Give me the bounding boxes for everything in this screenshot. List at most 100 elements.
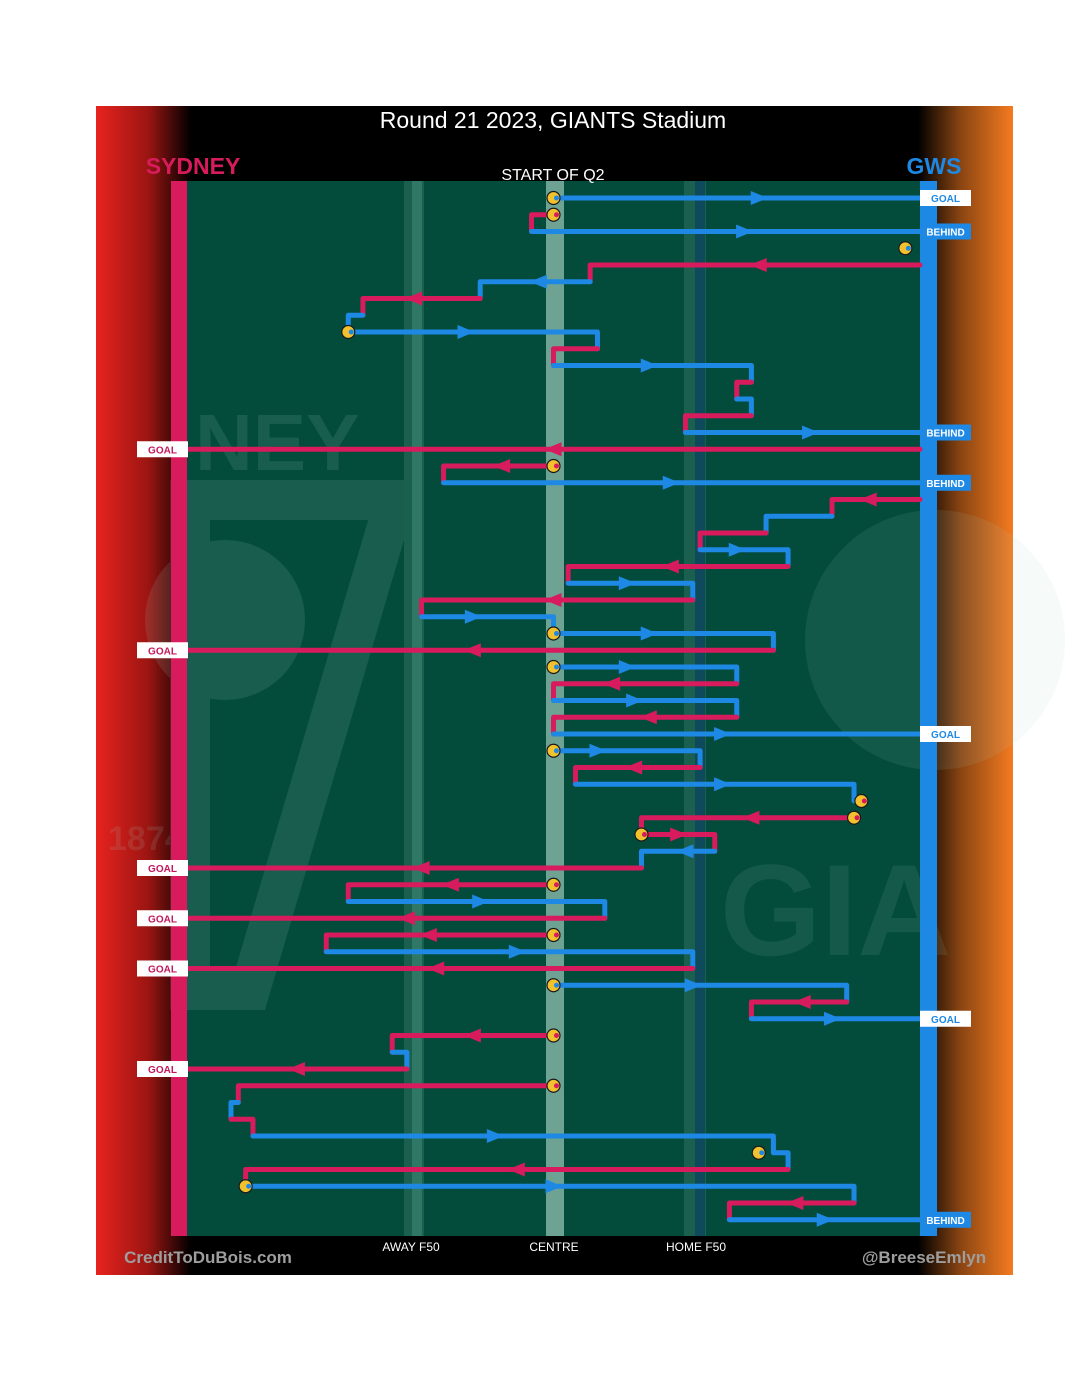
chain-path	[250, 1133, 776, 1156]
gws-behind-label: BEHIND	[920, 474, 971, 491]
direction-arrow	[618, 576, 636, 591]
gws-goal-label: GOAL	[920, 1010, 971, 1027]
gws-behind-label: BEHIND	[920, 1211, 971, 1228]
chain-path	[228, 1116, 256, 1139]
chain-13-gws	[734, 396, 754, 419]
sydney-goal-label: GOAL	[137, 910, 188, 927]
chain-path	[345, 899, 608, 921]
direction-arrow	[618, 660, 636, 674]
direction-arrow	[742, 810, 760, 825]
chain-path	[551, 346, 600, 368]
direction-arrow	[472, 894, 490, 909]
svg-text:GIA: GIA	[720, 837, 951, 983]
direction-arrow	[603, 676, 621, 691]
chain-path	[551, 664, 740, 687]
chain-path	[323, 949, 696, 971]
chain-path	[551, 681, 740, 703]
sydney-goal-label: GOAL	[137, 960, 188, 977]
chain-23-sydney	[565, 564, 791, 586]
direction-arrow	[529, 274, 547, 289]
chain-57-gws	[250, 1133, 776, 1156]
chain-54-sydney	[235, 1083, 556, 1105]
chain-path	[441, 463, 556, 486]
centre-bounce-marker	[238, 1179, 253, 1194]
chain-35-sydney	[572, 765, 703, 787]
sydney-goal-label: GOAL	[137, 642, 188, 659]
chain-path	[565, 580, 696, 603]
direction-arrow	[464, 609, 482, 624]
chain-32-sydney	[551, 714, 740, 737]
chain-path	[763, 513, 835, 536]
chain-56-sydney	[228, 1116, 256, 1139]
direction-arrow	[640, 358, 658, 373]
direction-arrow	[714, 777, 732, 792]
chain-path	[360, 296, 483, 318]
direction-arrow	[625, 760, 643, 775]
chain-path	[228, 1100, 241, 1122]
direction-arrow	[405, 291, 423, 306]
chain-6-gws	[477, 279, 593, 301]
direction-arrow	[486, 1129, 504, 1143]
outcome-label-text: BEHIND	[926, 429, 964, 440]
outcome-label-text: GOAL	[148, 965, 177, 976]
quarter-label: START OF Q2	[501, 167, 604, 184]
direction-arrow	[544, 593, 562, 607]
direction-arrow	[287, 1062, 305, 1076]
centre-bounce-marker	[546, 207, 561, 222]
chain-path	[477, 279, 593, 301]
chain-9-gws	[345, 329, 600, 352]
chain-path	[235, 1083, 556, 1105]
credit-right: @BreeseEmlyn	[862, 1248, 986, 1267]
chain-11-gws	[551, 363, 754, 385]
direction-arrow	[508, 944, 526, 959]
direction-arrow	[457, 325, 475, 339]
centre-bounce-marker	[341, 324, 356, 340]
chain-20-gws	[763, 513, 835, 536]
outcome-label-text: BEHIND	[926, 479, 964, 490]
direction-arrow	[728, 542, 746, 557]
chain-19-sydney	[829, 497, 923, 519]
outcome-label-text: GOAL	[148, 1065, 177, 1076]
direction-arrow	[507, 1162, 525, 1177]
chain-42-sydney	[345, 882, 556, 904]
outcome-label-text: GOAL	[931, 1015, 960, 1026]
direction-arrow	[736, 224, 754, 239]
chain-25-sydney	[419, 597, 696, 620]
tick-label-home-f50: HOME F50	[666, 1240, 726, 1254]
direction-arrow	[493, 459, 511, 473]
centre-bounce-marker	[546, 1078, 561, 1093]
chain-59-gws	[770, 1150, 791, 1172]
tick-label-away-f50: AWAY F50	[382, 1240, 440, 1254]
chain-path	[726, 1200, 857, 1223]
chain-path	[697, 530, 769, 553]
chain-46-gws	[323, 949, 696, 971]
chain-path	[389, 1049, 410, 1072]
gws-team-label: GWS	[907, 153, 962, 179]
centre-bounce-marker	[546, 626, 561, 641]
direction-arrow	[427, 961, 445, 976]
chain-51-sydney	[389, 1033, 556, 1055]
outcome-label-text: GOAL	[148, 914, 177, 925]
direction-arrow	[419, 928, 437, 942]
direction-arrow	[662, 475, 680, 490]
direction-arrow	[714, 727, 732, 741]
chain-path	[734, 379, 754, 402]
chain-52-gws	[389, 1049, 410, 1072]
sydney-team-label: SYDNEY	[146, 153, 241, 179]
chain-path	[243, 1183, 857, 1206]
centre-bounce-marker	[751, 1145, 766, 1160]
centre-bounce-marker	[634, 827, 649, 842]
direction-arrow	[749, 258, 767, 272]
gws-behind-label: BEHIND	[920, 223, 971, 240]
direction-arrow	[684, 978, 702, 993]
chain-27-gws	[551, 631, 776, 653]
credit-left: CreditToDuBois.com	[124, 1248, 292, 1267]
direction-arrow	[397, 911, 415, 926]
chain-path	[565, 564, 791, 586]
chain-10-sydney	[551, 346, 600, 368]
chain-12-sydney	[734, 379, 754, 402]
chain-path	[572, 781, 857, 804]
centre-bounce-marker	[546, 190, 561, 206]
chain-path	[682, 413, 754, 435]
direction-arrow	[859, 492, 877, 507]
